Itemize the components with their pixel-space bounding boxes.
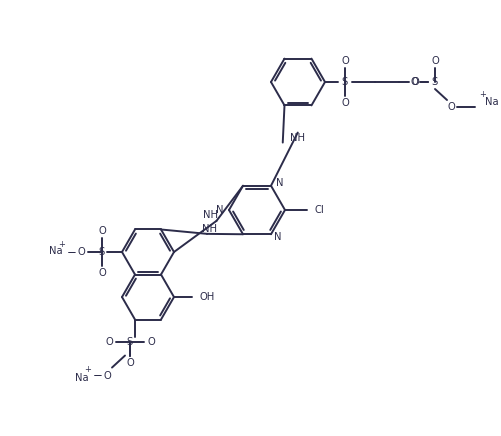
- Text: O: O: [409, 77, 417, 87]
- Text: S: S: [99, 247, 105, 257]
- Text: S: S: [431, 77, 437, 87]
- Text: −: −: [93, 369, 103, 382]
- Text: Cl: Cl: [314, 205, 324, 215]
- Text: +: +: [478, 89, 485, 99]
- Text: O: O: [105, 337, 113, 347]
- Text: NH: NH: [202, 210, 217, 220]
- Text: O: O: [77, 247, 85, 257]
- Text: +: +: [59, 239, 65, 249]
- Text: Na: Na: [49, 246, 63, 256]
- Text: −: −: [67, 245, 77, 259]
- Text: O: O: [430, 56, 438, 66]
- Text: S: S: [127, 337, 133, 347]
- Text: O: O: [103, 371, 111, 381]
- Text: O: O: [341, 98, 348, 108]
- Text: N: N: [276, 178, 283, 188]
- Text: OH: OH: [199, 292, 215, 302]
- Text: O: O: [341, 56, 348, 66]
- Text: O: O: [98, 268, 106, 278]
- Text: NH: NH: [202, 224, 217, 234]
- Text: +: +: [84, 365, 91, 374]
- Text: N: N: [216, 205, 223, 215]
- Text: Na: Na: [484, 97, 497, 107]
- Text: NH: NH: [289, 133, 304, 143]
- Text: O: O: [126, 358, 134, 368]
- Text: S: S: [341, 77, 347, 87]
- Text: O: O: [446, 102, 454, 112]
- Text: O: O: [98, 226, 106, 236]
- Text: O: O: [147, 337, 155, 347]
- Text: O: O: [410, 77, 418, 87]
- Text: Na: Na: [75, 372, 89, 382]
- Text: N: N: [274, 232, 281, 242]
